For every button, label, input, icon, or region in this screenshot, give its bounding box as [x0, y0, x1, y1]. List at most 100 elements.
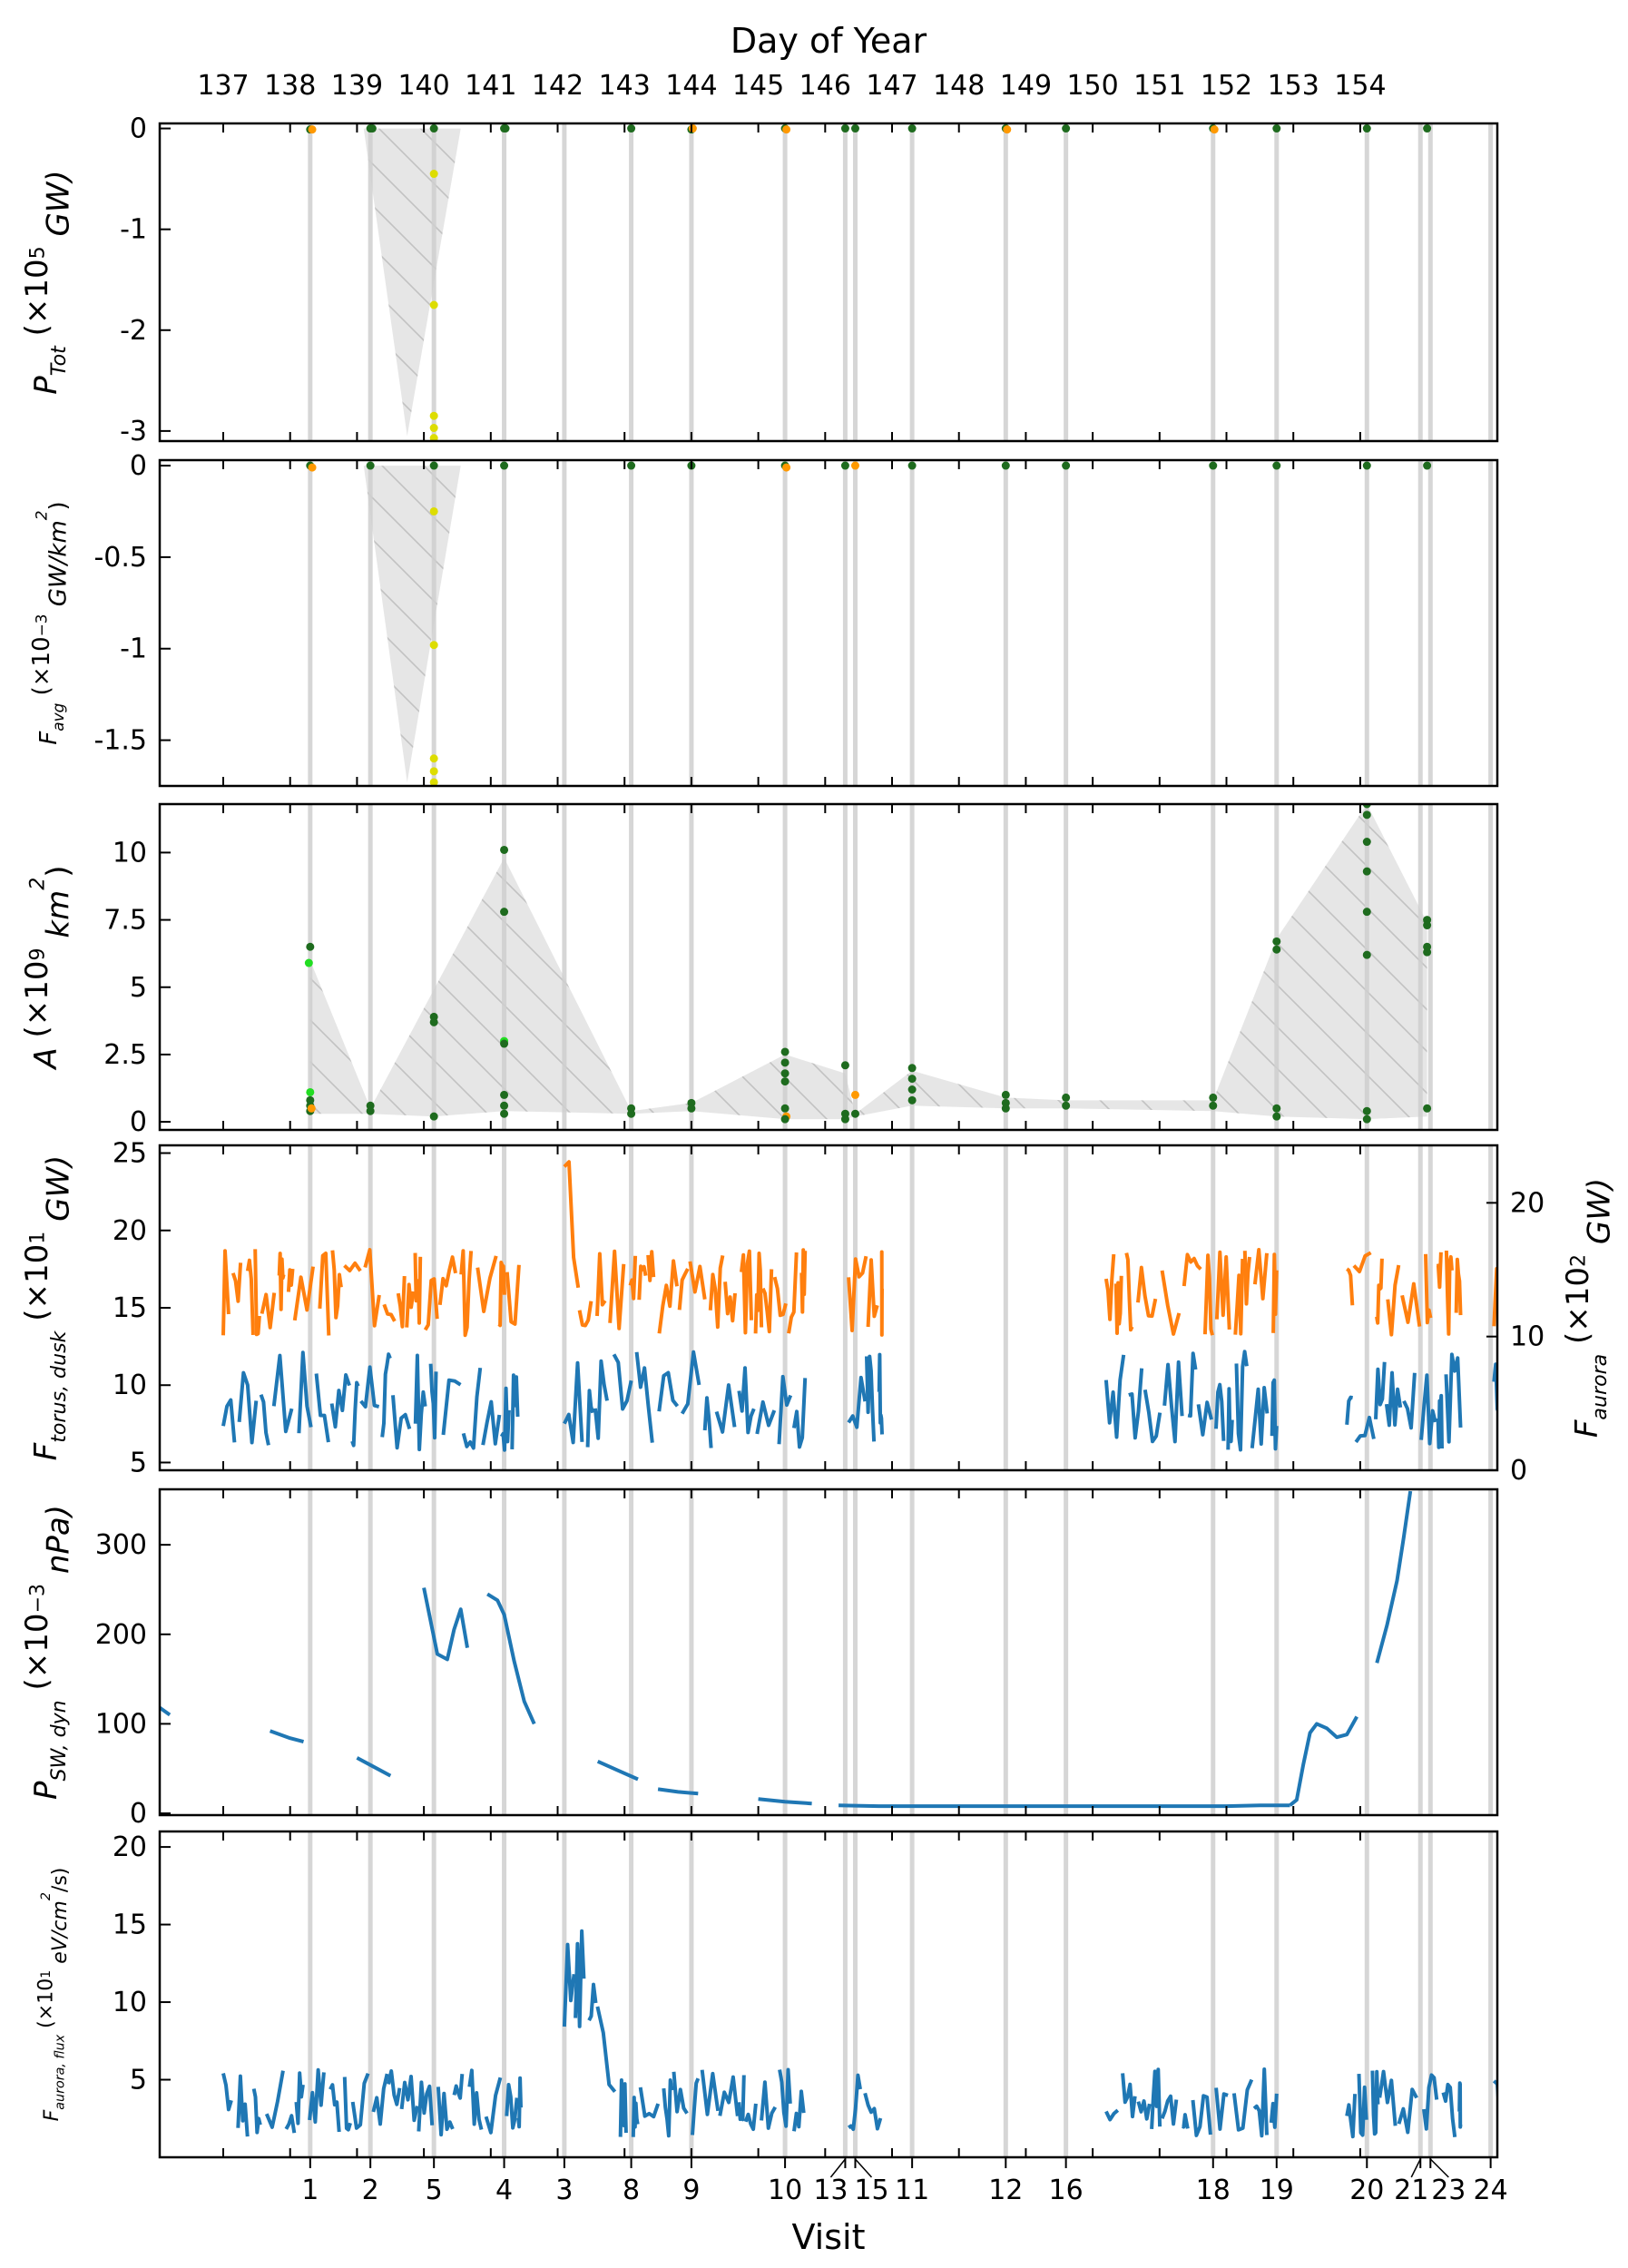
- data-point: [306, 942, 315, 951]
- series-line-flux: [1441, 2082, 1457, 2137]
- data-point: [500, 1109, 509, 1118]
- series-line-aurora: [563, 1160, 581, 1289]
- series-line-flux: [863, 2092, 883, 2131]
- series-line-torus: [585, 1389, 595, 1448]
- series-line-aurora: [608, 1249, 626, 1330]
- day-tick-label: 152: [1201, 70, 1252, 102]
- data-point: [1423, 947, 1432, 957]
- day-axis-title: Day of Year: [731, 21, 927, 61]
- data-point: [1001, 461, 1010, 470]
- series-line-aurora: [772, 1276, 788, 1318]
- data-point: [627, 461, 636, 470]
- series-line-flux: [342, 2077, 352, 2132]
- data-point: [907, 1085, 917, 1094]
- y-axis-label-part: (×10: [19, 960, 55, 1047]
- data-point: [907, 124, 917, 133]
- y-tick-label: 5: [130, 972, 147, 1004]
- panel-frame: [158, 1830, 1499, 2159]
- series-line-torus: [314, 1373, 330, 1443]
- series-line-aurora: [476, 1255, 498, 1313]
- plot-area: [221, 1831, 1497, 2157]
- y-tick-label: -1: [120, 214, 147, 246]
- visit-tick-label: 11: [895, 2175, 929, 2206]
- series-line-flux: [1492, 2079, 1497, 2112]
- y-axis-label-part: aurora, flux: [54, 2034, 68, 2109]
- series-line-aurora: [1182, 1252, 1202, 1287]
- series-line-torus: [1196, 1400, 1213, 1437]
- visit-tick-label: 18: [1196, 2175, 1231, 2206]
- series-line-torus: [657, 1370, 680, 1412]
- series-line-aurora: [595, 1252, 607, 1317]
- series-line-aurora: [866, 1258, 879, 1328]
- visit-tick-connector: [854, 2158, 873, 2178]
- y-axis-label: PSW, dyn (×10−3 nPa): [19, 1505, 77, 1800]
- y-axis-label-part: aurora: [1588, 1354, 1612, 1420]
- series-line-aurora: [1375, 1258, 1384, 1325]
- visit-tick-label: 2: [362, 2175, 379, 2206]
- series-line-flux: [264, 2070, 285, 2129]
- series-line-flux: [1182, 2113, 1190, 2129]
- data-point: [850, 124, 859, 133]
- data-point: [500, 1039, 509, 1048]
- data-point: [1062, 1101, 1071, 1110]
- data-point: [308, 125, 317, 134]
- series-line-solar_wind: [758, 1797, 812, 1806]
- visit-tick-connector: [1429, 2158, 1449, 2178]
- data-point: [368, 124, 377, 133]
- series-line-flux: [221, 2073, 233, 2112]
- series-line-torus: [481, 1399, 502, 1446]
- series-line-flux: [308, 2067, 326, 2124]
- day-tick-label: 138: [264, 70, 316, 102]
- series-line-torus: [1187, 1351, 1198, 1418]
- series-line-aurora: [363, 1248, 381, 1328]
- y-axis-label: PTot (×105 GW): [19, 170, 77, 394]
- series-line-flux: [1231, 2078, 1254, 2132]
- series-line-flux: [452, 2074, 465, 2100]
- visit-tick-label: 9: [682, 2175, 700, 2206]
- series-line-flux: [700, 2069, 721, 2116]
- series-line-flux: [387, 2069, 402, 2106]
- data-point: [1272, 1104, 1281, 1113]
- series-line-aurora: [1346, 1267, 1355, 1306]
- data-point: [500, 461, 509, 470]
- data-point: [1362, 1106, 1371, 1115]
- data-point: [429, 506, 438, 515]
- series-line-torus: [391, 1395, 412, 1450]
- series-line-aurora: [657, 1259, 679, 1334]
- series-line-torus: [1506, 1388, 1507, 1441]
- data-point: [907, 1075, 917, 1084]
- series-line-aurora: [1492, 1266, 1497, 1327]
- series-line-torus: [350, 1380, 360, 1448]
- day-tick-label: 151: [1133, 70, 1185, 102]
- y-axis-label-part: 2: [25, 878, 49, 890]
- series-line-solar_wind: [1375, 1490, 1413, 1664]
- data-point: [780, 1077, 789, 1086]
- data-point: [500, 1101, 509, 1110]
- series-line-solar_wind: [1289, 1715, 1358, 1807]
- series-line-aurora: [1124, 1252, 1134, 1332]
- y-axis-label-part: (×10: [34, 1978, 57, 2035]
- data-point: [840, 124, 849, 133]
- y-tick-label: 0: [130, 1106, 147, 1138]
- y-tick-label: -3: [120, 416, 147, 447]
- series-line-torus: [1492, 1362, 1497, 1413]
- y-tick-label: 15: [113, 1292, 147, 1324]
- data-point: [907, 461, 917, 470]
- data-point: [429, 1112, 438, 1121]
- series-line-flux: [436, 2086, 455, 2137]
- y-axis-label-part: (×10: [1560, 1267, 1596, 1354]
- day-tick-label: 141: [465, 70, 516, 102]
- series-line-aurora: [1103, 1253, 1116, 1321]
- day-tick-label: 143: [599, 70, 651, 102]
- data-point: [1362, 1114, 1371, 1124]
- series-line-aurora: [799, 1248, 808, 1314]
- y-axis-label-part: /s): [49, 1868, 72, 1892]
- visit-tick-label: 5: [426, 2175, 443, 2206]
- visit-tick-label: 12: [988, 2175, 1023, 2206]
- series-line-solar_wind: [356, 1756, 392, 1778]
- panel-frame: [158, 122, 1499, 443]
- y-axis-label-part: 1: [39, 1970, 54, 1978]
- series-line-aurora: [1454, 1257, 1463, 1316]
- series-line-flux: [1252, 2067, 1269, 2138]
